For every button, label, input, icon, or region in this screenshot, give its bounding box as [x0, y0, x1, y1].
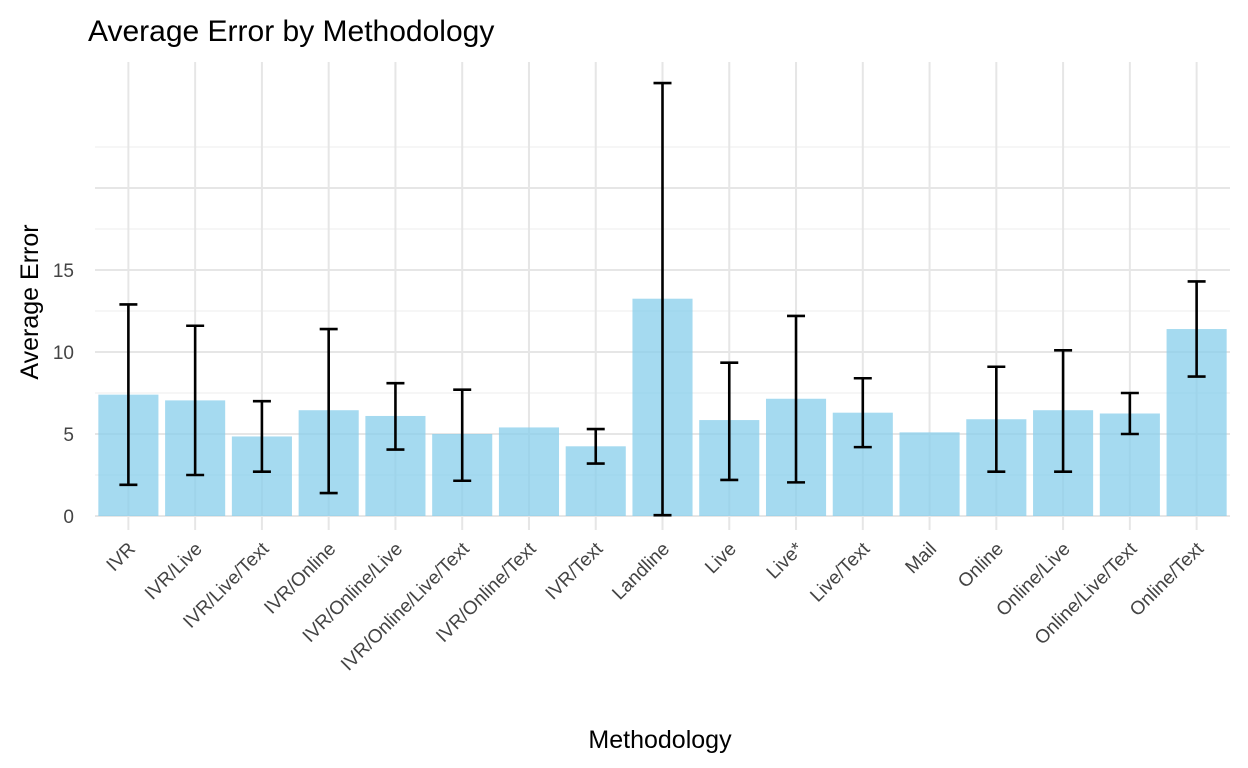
error-bar	[853, 376, 872, 449]
y-tick-label: 10	[53, 343, 74, 364]
x-tick-label: Landline	[608, 539, 674, 605]
x-axis-title: Methodology	[588, 726, 732, 754]
y-axis-ticks: 0 5 10 15	[53, 261, 74, 528]
x-tick-label: Live*	[763, 538, 808, 583]
x-tick-label: IVR	[103, 539, 140, 576]
x-tick-label: Online	[954, 539, 1008, 593]
bar	[899, 432, 960, 516]
x-tick-label: IVR/Live	[141, 539, 207, 605]
x-tick-label: Live	[701, 539, 740, 578]
error-bar	[586, 427, 605, 465]
chart-title: Average Error by Methodology	[88, 15, 494, 48]
error-bar	[119, 303, 138, 487]
error-bar	[453, 388, 472, 483]
error-bar	[787, 314, 806, 484]
error-bars	[119, 81, 1206, 517]
error-bar	[1120, 391, 1139, 436]
error-bar	[319, 327, 338, 495]
x-tick-label: Live/Text	[806, 538, 874, 606]
error-bar	[186, 324, 205, 477]
error-bar	[987, 365, 1006, 474]
x-tick-label: Mail	[902, 539, 941, 578]
error-bar	[1187, 280, 1206, 378]
x-tick-label: IVR/Text	[542, 538, 608, 604]
y-tick-label: 0	[63, 507, 74, 528]
y-tick-label: 15	[53, 261, 74, 282]
error-bar	[653, 81, 672, 517]
y-tick-label: 5	[63, 425, 74, 446]
error-bar	[1054, 349, 1073, 474]
y-axis-title: Average Error	[16, 224, 44, 379]
error-bar	[252, 399, 271, 474]
x-tick-label: IVR/Online/Live/Text	[337, 538, 474, 675]
x-tick-label: Online/Text	[1126, 538, 1209, 621]
bar	[498, 427, 560, 516]
x-axis-ticks: IVR IVR/LiveIVR/Live/TextIVR/OnlineIVR/On…	[103, 538, 1209, 675]
error-bar	[386, 381, 405, 451]
error-bar	[720, 361, 739, 482]
